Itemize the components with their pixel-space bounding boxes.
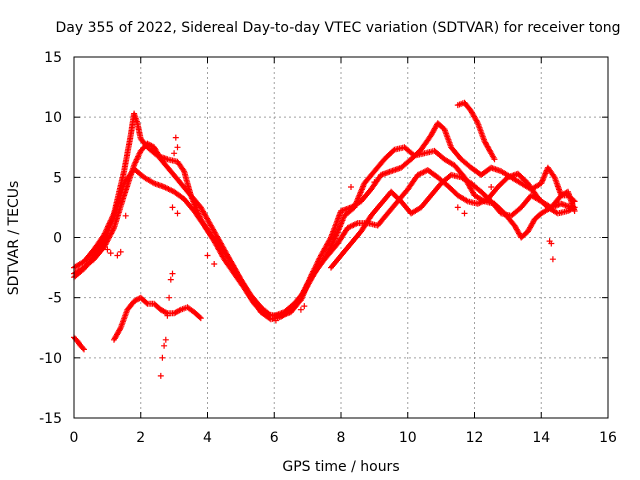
- y-tick-label: 5: [53, 170, 62, 186]
- y-tick-label: -10: [39, 351, 62, 367]
- data-point: [211, 261, 218, 267]
- x-tick-label: 14: [532, 430, 550, 446]
- x-tick-label: 8: [337, 430, 346, 446]
- data-point: [122, 212, 129, 219]
- data-point: [172, 134, 179, 141]
- data-point: [348, 184, 354, 190]
- data-point: [166, 294, 173, 301]
- data-point: [163, 309, 170, 316]
- x-tick-label: 12: [466, 430, 484, 446]
- data-points: [71, 99, 578, 379]
- data-point: [162, 336, 169, 343]
- data-point: [474, 118, 481, 125]
- x-tick-label: 2: [136, 430, 145, 446]
- data-point: [169, 204, 176, 211]
- data-point: [196, 314, 203, 321]
- x-tick-label: 4: [203, 430, 212, 446]
- data-point: [171, 150, 178, 157]
- data-point: [549, 256, 556, 263]
- data-point: [164, 312, 171, 319]
- axes: 0 2 4 6 8 10 12 14 16 15 10 5 0 -5 -10 -15: [39, 50, 617, 446]
- data-point: [548, 240, 555, 247]
- data-point: [204, 252, 211, 259]
- x-axis-label: GPS time / hours: [282, 459, 399, 475]
- x-tick-label: 0: [70, 430, 79, 446]
- data-point: [488, 184, 495, 190]
- chart-title: Day 355 of 2022, Sidereal Day-to-day VTE…: [55, 20, 620, 36]
- data-point: [114, 252, 121, 259]
- data-point: [176, 307, 183, 314]
- data-point: [491, 156, 498, 163]
- data-point: [117, 326, 123, 333]
- data-point: [157, 372, 164, 379]
- data-point: [79, 345, 86, 352]
- y-tick-label: 0: [53, 231, 62, 247]
- data-point: [104, 246, 111, 253]
- data-point: [301, 303, 308, 310]
- data-point: [169, 270, 176, 277]
- y-tick-label: 15: [44, 50, 62, 66]
- x-tick-label: 10: [399, 430, 417, 446]
- x-tick-label: 6: [270, 430, 279, 446]
- y-tick-label: 10: [44, 110, 62, 126]
- y-axis-label: SDTVAR / TECUs: [6, 181, 22, 296]
- data-point: [454, 204, 461, 211]
- data-point: [571, 208, 578, 214]
- plot-frame: [73, 56, 609, 419]
- data-point: [114, 330, 121, 337]
- data-point: [159, 354, 166, 361]
- y-tick-label: -5: [48, 291, 62, 307]
- data-point: [161, 342, 168, 349]
- data-point: [167, 276, 174, 283]
- data-point: [81, 346, 87, 353]
- data-point: [107, 250, 114, 257]
- data-point: [371, 179, 378, 186]
- data-point: [174, 210, 181, 217]
- data-point: [568, 204, 575, 211]
- x-tick-label: 16: [599, 430, 617, 446]
- y-tick-label: -15: [39, 411, 62, 427]
- data-point: [297, 306, 304, 313]
- data-point: [461, 210, 468, 217]
- data-point: [143, 299, 150, 306]
- data-point: [197, 315, 204, 322]
- data-point: [117, 248, 124, 255]
- data-point: [174, 144, 181, 151]
- data-point: [272, 317, 279, 324]
